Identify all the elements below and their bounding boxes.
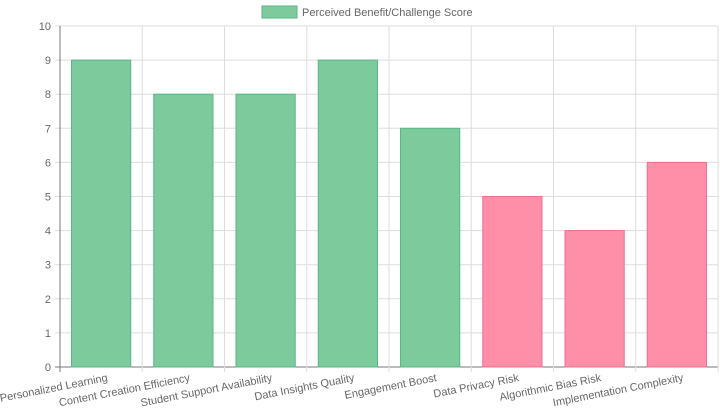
bar-6[interactable] (482, 196, 543, 368)
y-tick-label: 3 (45, 260, 51, 272)
bar-8[interactable] (646, 161, 707, 368)
bar-3[interactable] (235, 93, 296, 368)
x-category-label: Engagement Boost (344, 372, 438, 402)
y-tick-label: 0 (45, 362, 51, 374)
legend-label: Perceived Benefit/Challenge Score (302, 7, 473, 19)
bars (71, 59, 707, 368)
y-tick-label: 10 (39, 21, 51, 33)
bar-7[interactable] (564, 230, 625, 368)
y-tick-label: 2 (45, 294, 51, 306)
legend-swatch (261, 5, 298, 19)
y-axis-ticks: 0 1 2 3 4 5 6 7 8 9 10 (39, 21, 51, 374)
y-tick-label: 7 (45, 123, 51, 135)
bar-1[interactable] (71, 59, 132, 368)
y-tick-label: 5 (45, 192, 51, 204)
y-tick-label: 4 (45, 226, 51, 238)
bar-5[interactable] (400, 127, 461, 368)
y-tick-label: 8 (45, 89, 51, 101)
y-tick-label: 1 (45, 328, 51, 340)
bar-2[interactable] (153, 93, 214, 368)
y-tick-label: 9 (45, 55, 51, 67)
bar-4[interactable] (317, 59, 378, 368)
y-tick-label: 6 (45, 157, 51, 169)
legend[interactable]: Perceived Benefit/Challenge Score (261, 5, 473, 19)
